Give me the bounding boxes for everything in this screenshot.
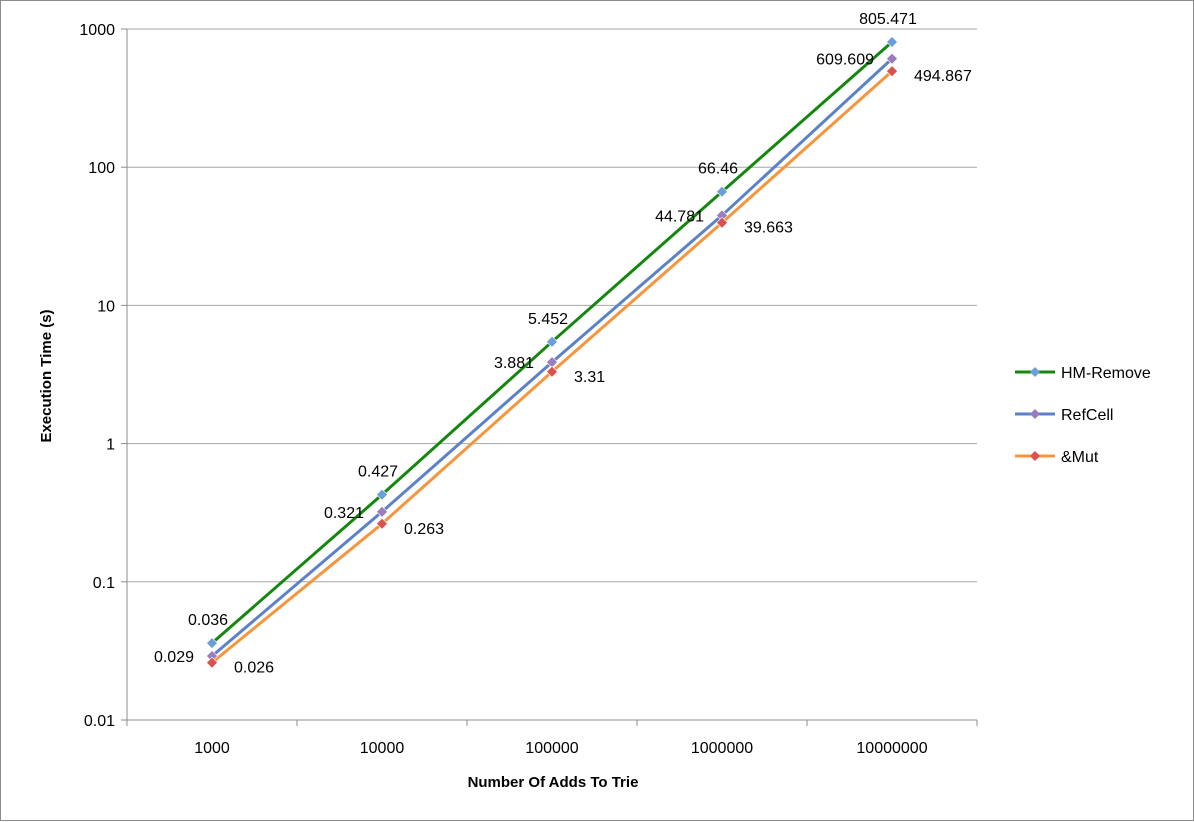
data-label: 0.427: [358, 464, 398, 481]
data-point: [716, 185, 728, 198]
data-point: [206, 656, 218, 669]
data-point: [886, 36, 898, 48]
y-tick-label: 100: [88, 160, 115, 177]
series-lines: [210, 40, 894, 665]
x-tick-label: 1000: [194, 740, 230, 757]
x-tick-label: 100000: [525, 740, 578, 757]
series-markers: [206, 36, 898, 669]
legend-label: HM-Remove: [1061, 365, 1151, 382]
data-point: [886, 65, 898, 78]
data-point: [546, 335, 558, 348]
data-point: [886, 52, 898, 65]
data-label: 3.881: [494, 355, 534, 372]
x-tick-label: 10000: [360, 740, 405, 757]
y-tick-label: 0.01: [84, 713, 115, 730]
legend: HM-Remove RefCell&Mut: [1015, 365, 1151, 466]
y-tick-label: 1: [106, 437, 115, 454]
data-labels: 0.036 0.427 5.452 66.46 805.471 0.029 0.321 3.8…: [154, 11, 972, 677]
data-point: [376, 505, 388, 518]
data-label: 0.321: [324, 505, 364, 522]
legend-swatch-marker: [1030, 451, 1040, 461]
legend-label: RefCell: [1061, 407, 1113, 424]
data-label: 0.036: [188, 612, 228, 629]
legend-swatch-marker: [1030, 367, 1040, 377]
data-label: 494.867: [914, 68, 972, 85]
data-label: 66.46: [698, 161, 738, 178]
data-label: 0.263: [404, 521, 444, 538]
legend-item: HM-Remove: [1015, 365, 1151, 382]
y-tick-label: 10: [97, 298, 115, 315]
data-label: 44.781: [655, 208, 704, 225]
data-label: 5.452: [528, 311, 568, 328]
data-label: 609.609: [816, 52, 874, 69]
y-tick-label: 0.1: [93, 575, 115, 592]
x-tick-labels: 1000 10000 100000 1000000 10000000: [194, 740, 927, 757]
data-point: [376, 517, 388, 530]
y-axis-title: Execution Time (s): [38, 309, 55, 442]
legend-item: &Mut: [1015, 449, 1099, 466]
data-label: 0.029: [154, 649, 194, 666]
y-tick-label: 1000: [79, 22, 115, 39]
x-tick-label: 1000000: [691, 740, 753, 757]
y-tick-labels: 0.01 0.1 1 10 100 1000: [79, 22, 115, 730]
data-label: 805.471: [859, 11, 917, 28]
data-point: [376, 488, 388, 501]
data-label: 0.026: [234, 660, 274, 677]
data-point: [716, 216, 728, 229]
data-label: 3.31: [574, 369, 605, 386]
data-point: [546, 365, 558, 378]
data-label: 39.663: [744, 220, 793, 237]
data-point: [206, 637, 218, 650]
axes: [126, 29, 978, 726]
legend-item: RefCell: [1015, 407, 1113, 424]
legend-label: &Mut: [1061, 449, 1099, 466]
x-tick-label: 10000000: [856, 740, 927, 757]
x-axis-title: Number Of Adds To Trie: [468, 774, 639, 791]
legend-swatch-marker: [1030, 409, 1040, 419]
gridlines: [121, 28, 977, 721]
